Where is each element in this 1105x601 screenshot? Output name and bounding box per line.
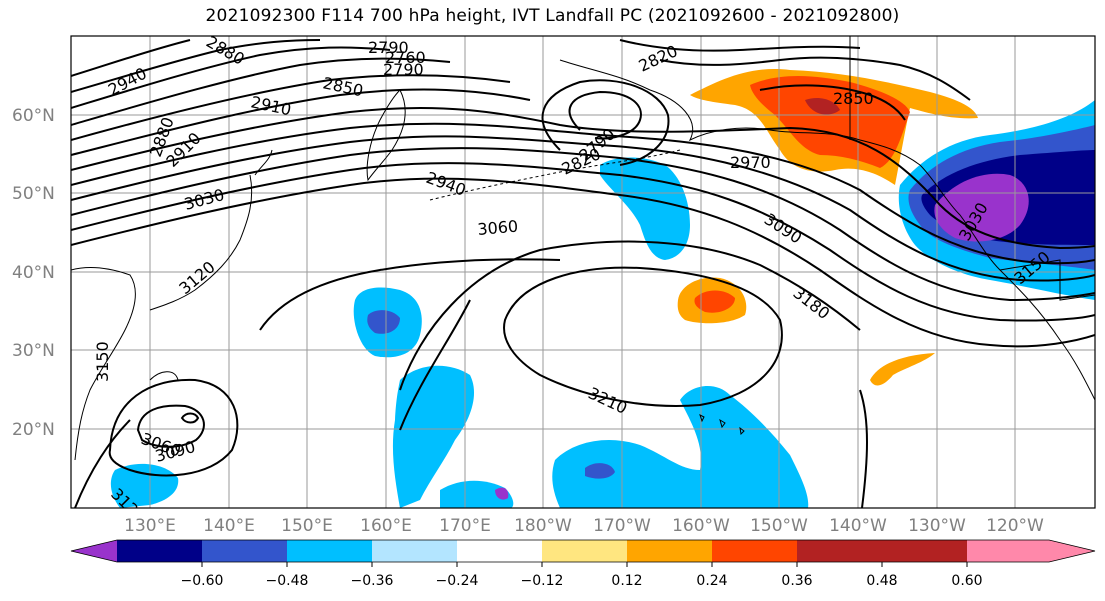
colorbar-tick-label: −0.60 [181,573,224,589]
colorbar-tick-label: 0.12 [611,573,642,589]
colorbar-segment [457,540,543,562]
map-frame [70,35,1096,509]
graticule [71,36,1095,508]
lon-label-160w: 160°W [672,516,730,536]
lon-label-160e: 160°E [360,516,412,536]
lon-label-140w: 140°W [829,516,887,536]
lon-label-170e: 170°E [439,516,491,536]
lon-label-150e: 150°E [281,516,333,536]
contour-label-2850b: 2850 [833,89,874,108]
colorbar-arrow-high [1049,540,1095,562]
colorbar-tick-label: −0.48 [266,573,309,589]
colorbar-segment [882,540,968,562]
lon-label-130e: 130°E [124,516,176,536]
lon-label-140e: 140°E [203,516,255,536]
colorbar-segment [542,540,628,562]
ivt-positive-shading [677,69,978,386]
lon-label-170w: 170°W [593,516,651,536]
contour-label-2790b: 2790 [383,60,424,79]
contour-label-3150a: 3150 [93,341,112,382]
contour-label-2760: 2760 [385,48,426,67]
latitude-labels: 60°N 50°N 40°N 30°N 20°N [12,106,55,440]
map-title: 2021092300 F114 700 hPa height, IVT Land… [205,6,900,26]
lon-label-120w: 120°W [986,516,1044,536]
colorbar-tick-label: 0.48 [866,573,897,589]
longitude-labels: 130°E 140°E 150°E 160°E 170°E 180°W 170°… [124,516,1044,536]
contour-label-2790a: 2790 [368,38,409,57]
colorbar-segment [287,540,373,562]
colorbar-segment [372,540,458,562]
contour-label-2970: 2970 [730,153,771,172]
lat-label-30n: 30°N [12,341,55,361]
colorbar-segment [712,540,798,562]
lat-label-40n: 40°N [12,263,55,283]
colorbar-arrow-low [71,540,117,562]
colorbar-tick-label: −0.36 [351,573,394,589]
lon-label-150w: 150°W [750,516,808,536]
colorbar-segment [797,540,883,562]
coastlines [71,36,1095,461]
height-contours [71,39,1095,508]
lon-label-180w: 180°W [514,516,572,536]
colorbar-segment [967,540,1049,562]
colorbar: −0.60 −0.48 −0.36 −0.24 −0.12 0.12 0.24 … [70,539,1096,589]
colorbar-tick-label: 0.24 [696,573,727,589]
contour-label-3060a: 3060 [477,217,519,239]
colorbar-tick-label: −0.24 [436,573,479,589]
lat-label-20n: 20°N [12,420,55,440]
lat-label-60n: 60°N [12,106,55,126]
colorbar-tick-label: 0.36 [781,573,812,589]
lon-label-130w: 130°W [908,516,966,536]
lat-label-50n: 50°N [12,184,55,204]
colorbar-segment [202,540,288,562]
colorbar-tick-label: −0.12 [521,573,564,589]
colorbar-segment [117,540,203,562]
colorbar-tick-label: 0.60 [951,573,982,589]
colorbar-segment [627,540,713,562]
